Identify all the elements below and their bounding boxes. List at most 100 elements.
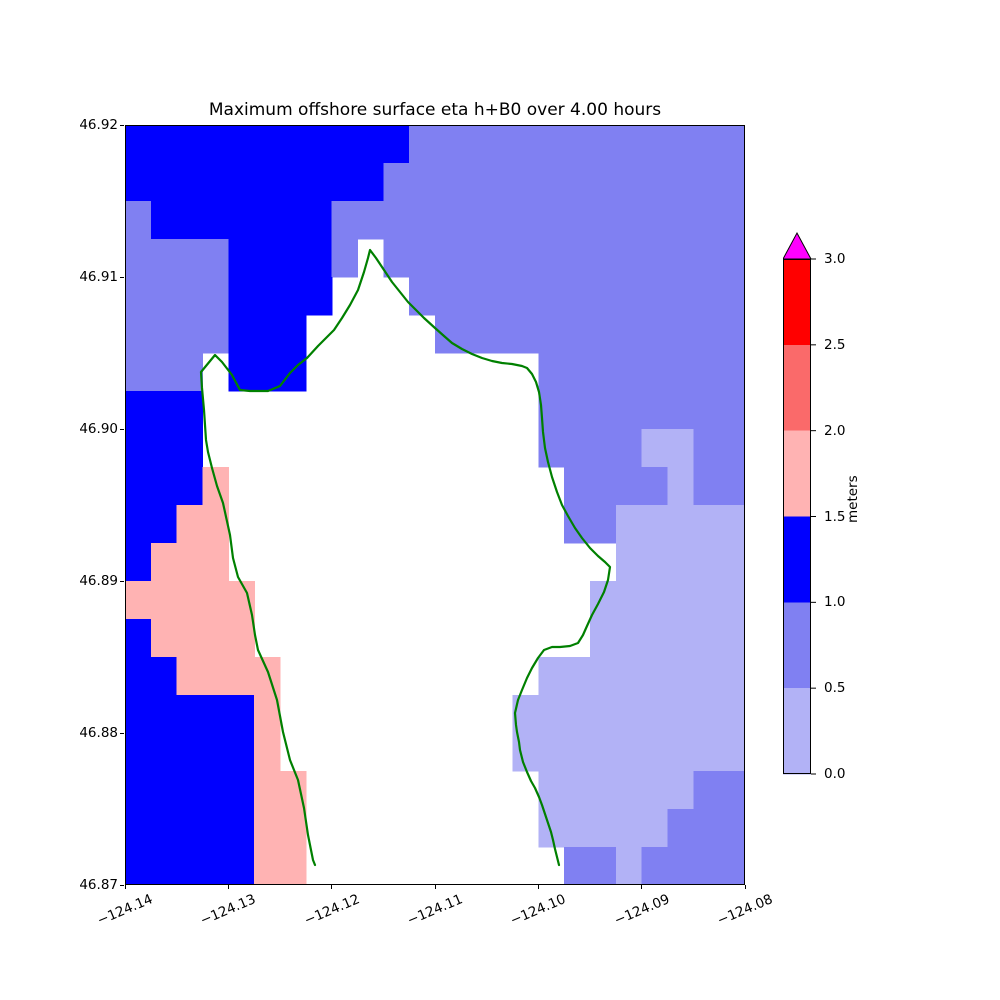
heatmap-cell — [667, 771, 694, 810]
heatmap-cell — [667, 847, 694, 885]
heatmap-cell — [460, 239, 488, 278]
colorbar-over-arrow — [783, 231, 812, 260]
heatmap-cell — [125, 391, 152, 430]
heatmap-cell — [538, 315, 565, 354]
heatmap-cell — [409, 163, 436, 202]
heatmap-cell — [719, 201, 745, 240]
colorbar-segment — [783, 430, 811, 517]
heatmap-cell — [486, 277, 514, 316]
heatmap-cell — [512, 277, 539, 316]
heatmap-cell — [641, 163, 669, 202]
heatmap-cell — [564, 771, 591, 810]
heatmap-cell — [176, 619, 204, 658]
plot-area — [125, 125, 745, 885]
heatmap-cell — [693, 315, 720, 354]
heatmap-cell — [125, 771, 152, 810]
heatmap-cell — [305, 201, 333, 240]
heatmap-cell — [305, 125, 333, 164]
colorbar-svg — [783, 231, 816, 775]
heatmap-cell — [125, 201, 152, 240]
heatmap-cell — [590, 695, 617, 734]
heatmap-cell — [590, 581, 617, 620]
heatmap-cell — [150, 619, 178, 658]
heatmap-cell — [615, 353, 643, 392]
heatmap-cell — [150, 277, 178, 316]
heatmap-cell — [486, 201, 514, 240]
heatmap-cell — [719, 429, 745, 468]
heatmap-cell — [150, 733, 178, 772]
heatmap-cell — [280, 201, 307, 240]
heatmap-cell — [615, 847, 643, 885]
heatmap-cell — [693, 619, 720, 658]
heatmap-cell — [176, 239, 204, 278]
heatmap-cell — [125, 581, 152, 620]
heatmap-cell — [667, 695, 694, 734]
heatmap-cell — [693, 467, 720, 506]
heatmap-cell — [719, 847, 745, 885]
heatmap-cell — [150, 543, 178, 582]
heatmap-cell — [719, 163, 745, 202]
heatmap-cell — [564, 695, 591, 734]
heatmap-cell — [150, 771, 178, 810]
heatmap-cell — [564, 391, 591, 430]
x-tick-mark — [744, 885, 746, 889]
heatmap-cell — [254, 353, 281, 392]
heatmap-cell — [667, 353, 694, 392]
heatmap-cell — [564, 353, 591, 392]
heatmap-cell — [615, 391, 643, 430]
heatmap-cell — [667, 657, 694, 696]
heatmap-cell — [538, 771, 565, 810]
heatmap-cell — [615, 657, 643, 696]
plot-title: Maximum offshore surface eta h+B0 over 4… — [208, 100, 662, 120]
heatmap-cell — [409, 201, 436, 240]
heatmap-cell — [280, 353, 307, 392]
heatmap-cell — [228, 619, 255, 658]
colorbar-segment — [783, 516, 811, 603]
heatmap-cell — [693, 353, 720, 392]
heatmap-cell — [719, 695, 745, 734]
heatmap-cell — [641, 733, 669, 772]
heatmap-cell — [331, 201, 359, 240]
heatmap-cell — [176, 163, 204, 202]
heatmap-cell — [641, 429, 669, 468]
heatmap-svg — [125, 125, 745, 885]
heatmap-cell — [150, 505, 178, 544]
heatmap-cell — [383, 125, 410, 164]
heatmap-cell — [228, 695, 255, 734]
heatmap-cell — [719, 467, 745, 506]
y-tick-mark — [120, 124, 124, 126]
heatmap-cell — [486, 125, 514, 164]
heatmap-cell — [280, 163, 307, 202]
y-tick-mark — [120, 732, 124, 734]
heatmap-cell — [693, 163, 720, 202]
heatmap-cell — [176, 125, 204, 164]
heatmap-cell — [641, 505, 669, 544]
heatmap-cell — [641, 353, 669, 392]
heatmap-cell — [176, 657, 204, 696]
heatmap-cell — [693, 543, 720, 582]
heatmap-cell — [331, 239, 359, 278]
x-tick-label: −124.08 — [714, 891, 776, 929]
x-tick-label: −124.09 — [611, 891, 672, 929]
heatmap-cell — [383, 201, 410, 240]
heatmap-cell — [564, 505, 591, 544]
heatmap-cell — [590, 467, 617, 506]
heatmap-cell — [615, 809, 643, 848]
heatmap-cell — [719, 581, 745, 620]
heatmap-cell — [357, 201, 384, 240]
heatmap-cell — [564, 163, 591, 202]
heatmap-cell — [280, 809, 307, 848]
heatmap-cell — [150, 125, 178, 164]
heatmap-cell — [564, 429, 591, 468]
heatmap-cell — [590, 657, 617, 696]
heatmap-cell — [538, 809, 565, 848]
heatmap-cell — [693, 695, 720, 734]
heatmap-cell — [202, 467, 229, 506]
heatmap-cell — [641, 771, 669, 810]
heatmap-cell — [150, 809, 178, 848]
heatmap-cell — [176, 581, 204, 620]
heatmap-cell — [125, 733, 152, 772]
heatmap-cell — [202, 239, 229, 278]
heatmap-cell — [228, 201, 255, 240]
